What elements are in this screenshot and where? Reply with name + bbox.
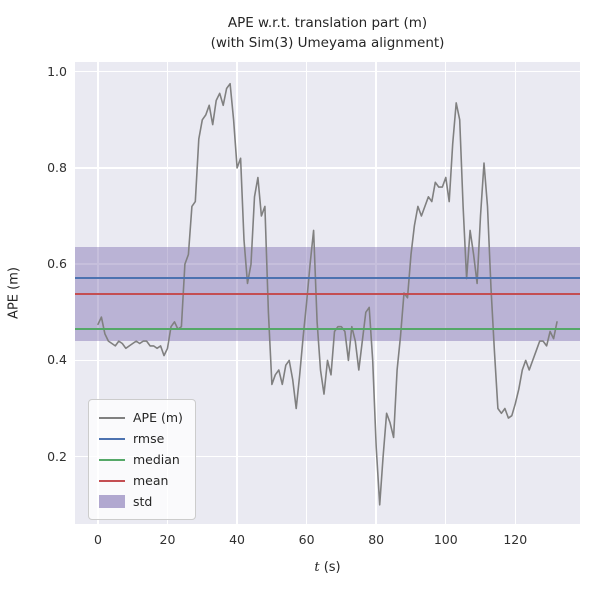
y-axis-label: APE (m) [6,267,22,319]
legend-label: APE (m) [133,410,183,425]
x-axis-label: t (s) [75,560,580,575]
x-tick-label: 120 [503,532,528,547]
legend: APE (m) rmse median mean std [88,399,196,520]
gridline-horizontal [75,167,580,169]
x-tick-label: 100 [433,532,458,547]
legend-label: mean [133,473,169,488]
x-tick-label: 80 [368,532,385,547]
chart-title-line1: APE w.r.t. translation part (m) [227,15,428,31]
x-tick-label: 20 [159,532,176,547]
x-axis-label-variable: t [314,560,320,575]
ape-line [97,82,558,506]
rmse-line [75,277,580,280]
x-axis-label-unit: (s) [319,560,341,575]
x-tick-label: 60 [298,532,315,547]
x-tick-label: 40 [229,532,246,547]
legend-label: median [133,452,180,467]
legend-swatch [99,479,125,482]
chart-title: APE w.r.t. translation part (m) (with Si… [75,14,580,53]
chart-title-line2: (with Sim(3) Umeyama alignment) [210,34,445,51]
legend-swatch [99,495,125,508]
y-tick-label: 0.2 [47,448,67,464]
mean-line [75,292,580,295]
x-tick-label: 0 [93,532,102,547]
legend-item-median: median [99,449,183,470]
legend-item-ape-m-: APE (m) [99,407,183,428]
legend-label: std [133,494,153,509]
median-line [75,328,580,331]
gridline-horizontal [75,263,580,265]
gridline-horizontal [75,455,580,458]
y-tick-label: 0.8 [47,159,67,175]
legend-swatch [99,458,125,461]
legend-swatch [99,416,125,419]
legend-item-mean: mean [99,470,183,491]
y-tick-label: 0.6 [47,256,67,272]
y-tick-label: 0.4 [47,352,67,368]
ape-line-plot [97,82,558,506]
legend-swatch [99,437,125,440]
legend-item-rmse: rmse [99,428,183,449]
gridline-horizontal [75,70,580,73]
legend-item-std: std [99,491,183,512]
y-tick-label: 1.0 [47,63,67,79]
legend-label: rmse [133,431,165,446]
